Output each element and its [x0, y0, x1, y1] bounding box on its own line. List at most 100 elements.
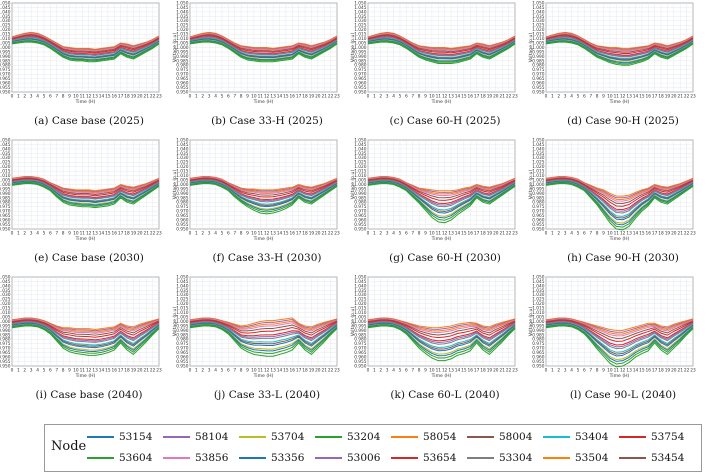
- x-tick-label: 9: [602, 368, 605, 374]
- x-tick-label: 13: [92, 94, 98, 100]
- y-tick-label: 1.015: [0, 32, 11, 38]
- x-tick-label: 21: [143, 94, 149, 100]
- series-line-58004: [367, 34, 516, 53]
- y-tick-label: 0.975: [532, 67, 545, 73]
- x-tick-label: 20: [137, 94, 143, 100]
- y-axis-label: Voltage (p.u): [172, 33, 178, 63]
- legend-swatch: [467, 457, 494, 459]
- x-tick-label: 16: [112, 368, 118, 374]
- y-tick-label: 0.955: [0, 222, 11, 228]
- x-tick-label: 21: [499, 94, 505, 100]
- y-tick-label: 1.030: [532, 292, 545, 298]
- legend-item-53856: 53856: [163, 451, 228, 465]
- series-line-53154: [11, 180, 160, 204]
- legend-swatch: [391, 436, 418, 438]
- x-tick-label: 10: [429, 94, 435, 100]
- y-tick-label: 0.975: [354, 67, 367, 73]
- y-tick-label: 0.990: [176, 328, 189, 334]
- x-tick-label: 8: [596, 94, 599, 100]
- y-tick-label: 1.020: [532, 27, 545, 33]
- x-tick-label: 11: [258, 368, 264, 374]
- x-tick-label: 6: [49, 231, 52, 237]
- x-tick-label: 2: [379, 368, 382, 374]
- legend-item-58104: 58104: [163, 430, 228, 444]
- series-line-53754: [189, 319, 338, 336]
- y-tick-label: 0.990: [532, 54, 545, 60]
- y-tick-label: 0.975: [176, 67, 189, 73]
- x-tick-label: 5: [399, 231, 402, 237]
- y-tick-label: 1.010: [532, 36, 545, 42]
- y-tick-label: 0.950: [532, 89, 545, 95]
- subplot-f: 1.0501.0451.0401.0351.0301.0251.0201.015…: [172, 137, 340, 264]
- x-tick-label: 13: [626, 368, 632, 374]
- x-tick-label: 12: [442, 94, 448, 100]
- y-tick-label: 0.975: [354, 204, 367, 210]
- x-tick-label: 19: [665, 94, 671, 100]
- x-tick-label: 13: [270, 94, 276, 100]
- x-tick-label: 5: [221, 368, 224, 374]
- x-tick-label: 17: [474, 368, 480, 374]
- series-line-53204: [367, 324, 516, 359]
- subplot-caption: (c) Case 60-H (2025): [390, 115, 501, 127]
- x-tick-label: 16: [468, 231, 474, 237]
- x-tick-label: 1: [373, 231, 376, 237]
- y-tick-label: 1.035: [532, 151, 545, 157]
- series-line-53304: [189, 321, 338, 342]
- subplot-caption: (f) Case 33-H (2030): [213, 252, 322, 264]
- series-line-53204: [545, 182, 694, 228]
- y-tick-label: 0.990: [0, 328, 11, 334]
- series-line-53856: [189, 318, 338, 332]
- x-tick-label: 4: [570, 231, 573, 237]
- x-tick-label: 13: [270, 231, 276, 237]
- y-tick-label: 1.000: [176, 45, 189, 51]
- series-line-53604: [545, 325, 694, 368]
- x-tick-label: 20: [493, 94, 499, 100]
- legend-swatch: [543, 457, 570, 459]
- series-line-53754: [11, 34, 160, 54]
- x-axis-label: Time (H): [75, 236, 96, 242]
- y-tick-label: 0.950: [0, 363, 11, 369]
- series-line-58004: [189, 319, 338, 334]
- legend-swatch: [239, 436, 266, 438]
- series-line-53304: [545, 179, 694, 214]
- x-tick-label: 23: [690, 368, 696, 374]
- y-tick-label: 1.010: [354, 36, 367, 42]
- legend-item-53754: 53754: [619, 430, 684, 444]
- x-tick-label: 21: [677, 368, 683, 374]
- y-tick-label: 1.010: [176, 173, 189, 179]
- y-tick-label: 1.025: [532, 297, 545, 303]
- series-line-53604: [189, 325, 338, 357]
- x-tick-label: 4: [36, 94, 39, 100]
- y-tick-label: 0.965: [0, 76, 11, 82]
- x-tick-label: 14: [277, 231, 283, 237]
- x-tick-label: 11: [258, 231, 264, 237]
- x-tick-label: 22: [506, 94, 512, 100]
- y-tick-label: 0.995: [176, 323, 189, 329]
- x-tick-label: 8: [62, 368, 65, 374]
- y-tick-label: 1.005: [0, 40, 11, 46]
- x-tick-label: 14: [99, 231, 105, 237]
- subplot-caption: (l) Case 90-L (2040): [570, 389, 676, 401]
- x-tick-label: 2: [23, 368, 26, 374]
- x-tick-label: 14: [277, 94, 283, 100]
- x-tick-label: 3: [564, 94, 567, 100]
- y-tick-label: 0.960: [176, 81, 189, 87]
- series-line-58004: [11, 34, 160, 53]
- x-tick-label: 12: [442, 368, 448, 374]
- x-tick-label: 2: [557, 368, 560, 374]
- y-axis-label: Voltage (p.u): [528, 170, 534, 200]
- x-axis-label: Time (H): [431, 99, 452, 105]
- y-tick-label: 1.025: [532, 23, 545, 29]
- y-tick-label: 1.035: [176, 151, 189, 157]
- legend-item-53654: 53654: [391, 451, 456, 465]
- series-line-53304: [11, 321, 160, 343]
- x-tick-label: 15: [105, 368, 111, 374]
- y-tick-label: 0.990: [176, 191, 189, 197]
- y-tick-label: 1.020: [176, 164, 189, 170]
- x-tick-label: 6: [49, 94, 52, 100]
- series-line-58004: [189, 177, 338, 196]
- y-tick-label: 1.040: [354, 283, 367, 289]
- series-line-58004: [545, 34, 694, 53]
- x-tick-label: 16: [290, 94, 296, 100]
- x-tick-label: 10: [429, 368, 435, 374]
